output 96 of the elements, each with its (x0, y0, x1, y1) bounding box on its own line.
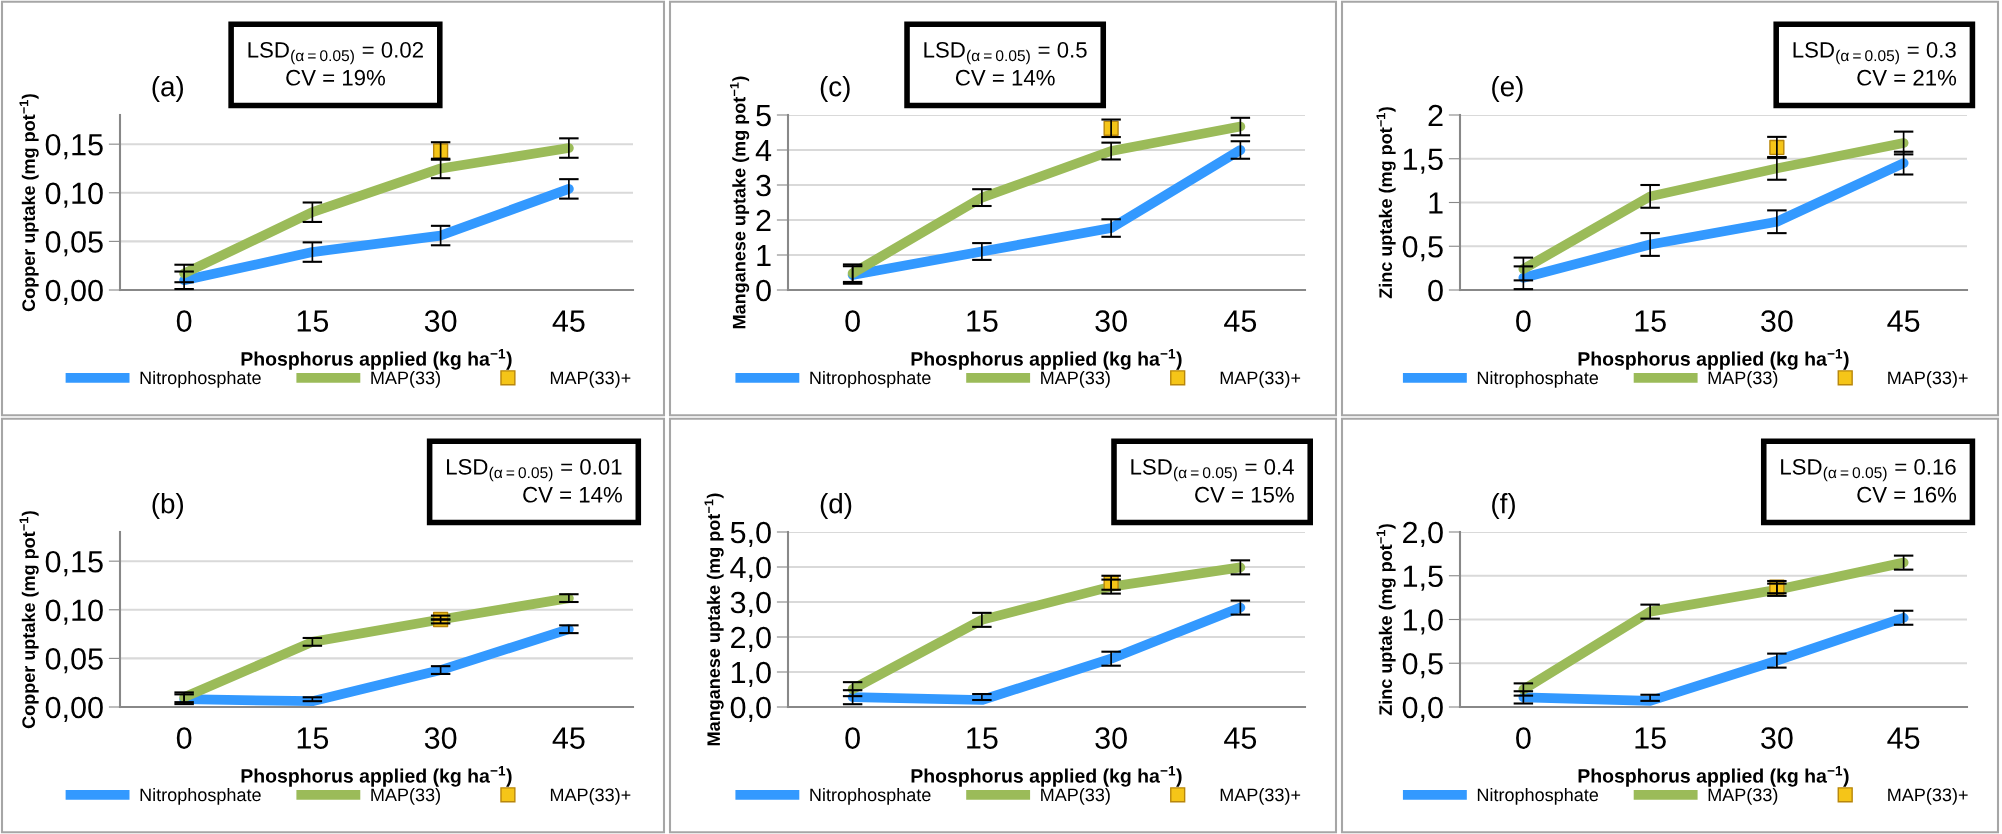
chart-title: (d) (820, 493, 852, 519)
y-tick-label: 3 (756, 174, 771, 197)
y-axis-title: Manganese uptake (mg pot$^{−1}$) (729, 76, 750, 329)
chart-title: (b) (152, 493, 183, 519)
legend-label: MAP(33) (1708, 371, 1778, 388)
legend-label: MAP(33) (1041, 371, 1110, 388)
x-tick-label: 30 (424, 310, 457, 332)
legend-label: MAP(33)+ (1220, 371, 1301, 388)
y-tick-label: 1 (1429, 192, 1443, 214)
y-tick-label: 0,0 (1402, 696, 1443, 722)
y-tick-label: 0,00 (45, 696, 103, 722)
x-tick-label: 45 (552, 727, 585, 749)
x-tick-label: 0 (1516, 727, 1531, 749)
x-tick-label: 45 (1887, 727, 1920, 749)
y-tick-label: 2 (1428, 104, 1443, 127)
chart-title: (a) (152, 76, 183, 102)
y-tick-label: 0,10 (45, 599, 103, 625)
legend-label: Nitrophosphate (140, 371, 261, 388)
x-axis-title: Phosphorus applied (kg ha$^{−1}$) (241, 766, 512, 787)
x-tick-label: 15 (297, 727, 329, 749)
y-tick-label: 1,5 (1403, 565, 1443, 591)
legend-label: MAP(33)+ (550, 788, 631, 805)
y-axis-title: Zinc uptake (mg pot$^{−1}$) (1376, 524, 1396, 716)
legend-label: Nitrophosphate (1477, 371, 1599, 388)
y-tick-label: 4,0 (730, 556, 771, 582)
x-axis-title: Phosphorus applied (kg ha$^{−1}$) (1578, 766, 1849, 787)
y-tick-label: 0,00 (45, 279, 103, 305)
y-tick-label: 4 (755, 140, 772, 162)
legend-label: MAP(33)+ (1888, 788, 1968, 805)
chart-title: (f) (1492, 493, 1515, 519)
x-tick-label: 30 (1761, 310, 1793, 332)
x-tick-label: 45 (1224, 310, 1257, 332)
x-tick-label: 45 (552, 310, 585, 332)
text: LSD$_{(α=0.05)}$ = 0.5 CV = 14% (924, 42, 1087, 86)
x-tick-label: 15 (1635, 310, 1666, 332)
y-tick-label: 0 (1428, 279, 1443, 302)
y-tick-label: 2,0 (1403, 521, 1443, 547)
legend-label: MAP(33) (371, 788, 440, 805)
y-tick-label: 0,15 (45, 550, 103, 577)
x-tick-label: 0 (845, 310, 860, 332)
y-tick-label: 0,10 (45, 182, 103, 208)
legend-label: MAP(33)+ (550, 371, 631, 388)
legend-label: Nitrophosphate (140, 788, 261, 805)
x-tick-label: 15 (967, 727, 998, 749)
x-tick-label: 0 (176, 727, 192, 749)
y-tick-label: 0,05 (45, 231, 103, 257)
legend-label: Nitrophosphate (1477, 788, 1599, 805)
y-tick-label: 0,5 (1402, 235, 1443, 262)
x-tick-label: 30 (1761, 727, 1793, 749)
text: LSD$_{(α=0.05)}$ = 0.4 CV = 15% (1131, 459, 1294, 503)
text: LSD$_{(α=0.05)}$ = 0.3 CV = 21% (1793, 42, 1957, 86)
y-tick-label: 5,0 (730, 521, 771, 547)
y-tick-label: 0 (756, 279, 771, 302)
y-tick-label: 1,5 (1403, 148, 1443, 174)
y-tick-label: 1,0 (731, 661, 771, 687)
y-tick-label: 1,0 (1403, 609, 1443, 635)
legend-label: MAP(33) (1041, 788, 1110, 805)
x-axis-title: Phosphorus applied (kg ha$^{−1}$) (911, 766, 1182, 787)
x-tick-label: 0 (1516, 310, 1531, 332)
x-tick-label: 30 (424, 727, 457, 749)
x-axis-title: Phosphorus applied (kg ha$^{−1}$) (1578, 349, 1849, 370)
x-tick-label: 15 (297, 310, 329, 332)
x-tick-label: 45 (1224, 727, 1257, 749)
x-tick-label: 0 (176, 310, 192, 332)
y-tick-label: 0,05 (45, 648, 103, 674)
legend-label: Nitrophosphate (810, 371, 931, 388)
y-axis-title: Zinc uptake (mg pot$^{−1}$) (1376, 107, 1396, 299)
y-tick-label: 0,5 (1402, 652, 1443, 679)
x-tick-label: 0 (845, 727, 860, 749)
text: LSD$_{(α=0.05)}$ = 0.02 CV = 19% (248, 42, 423, 86)
legend-label: Nitrophosphate (810, 788, 931, 805)
y-tick-label: 1 (757, 245, 771, 267)
y-tick-label: 2,0 (731, 626, 771, 652)
x-axis-title: Phosphorus applied (kg ha$^{−1}$) (911, 349, 1182, 370)
x-tick-label: 15 (1635, 727, 1666, 749)
x-tick-label: 15 (967, 310, 998, 332)
chart-title: (e) (1492, 76, 1523, 102)
y-axis-title: Copper uptake (mg pot$^{−1}$) (19, 511, 39, 729)
y-tick-label: 5 (756, 105, 771, 127)
y-tick-label: 0,0 (730, 696, 771, 722)
x-tick-label: 30 (1095, 310, 1127, 332)
text: LSD$_{(α=0.05)}$ = 0.16 CV = 16% (1781, 459, 1957, 503)
y-axis-title: Manganese uptake (mg pot$^{−1}$) (704, 493, 724, 746)
legend-label: MAP(33)+ (1220, 788, 1301, 805)
legend-label: MAP(33) (1708, 788, 1778, 805)
x-axis-title: Phosphorus applied (kg ha$^{−1}$) (241, 349, 512, 370)
chart-title: (c) (820, 76, 850, 102)
y-tick-label: 2 (756, 209, 771, 232)
y-tick-label: 0,15 (45, 133, 103, 160)
text: LSD$_{(α=0.05)}$ = 0.01 CV = 14% (447, 459, 622, 503)
x-tick-label: 30 (1095, 727, 1127, 749)
legend-label: MAP(33)+ (1888, 371, 1968, 388)
y-axis-title: Copper uptake (mg pot$^{−1}$) (19, 94, 39, 312)
y-tick-label: 3,0 (730, 591, 771, 617)
x-tick-label: 45 (1887, 310, 1920, 332)
legend-label: MAP(33) (371, 371, 440, 388)
